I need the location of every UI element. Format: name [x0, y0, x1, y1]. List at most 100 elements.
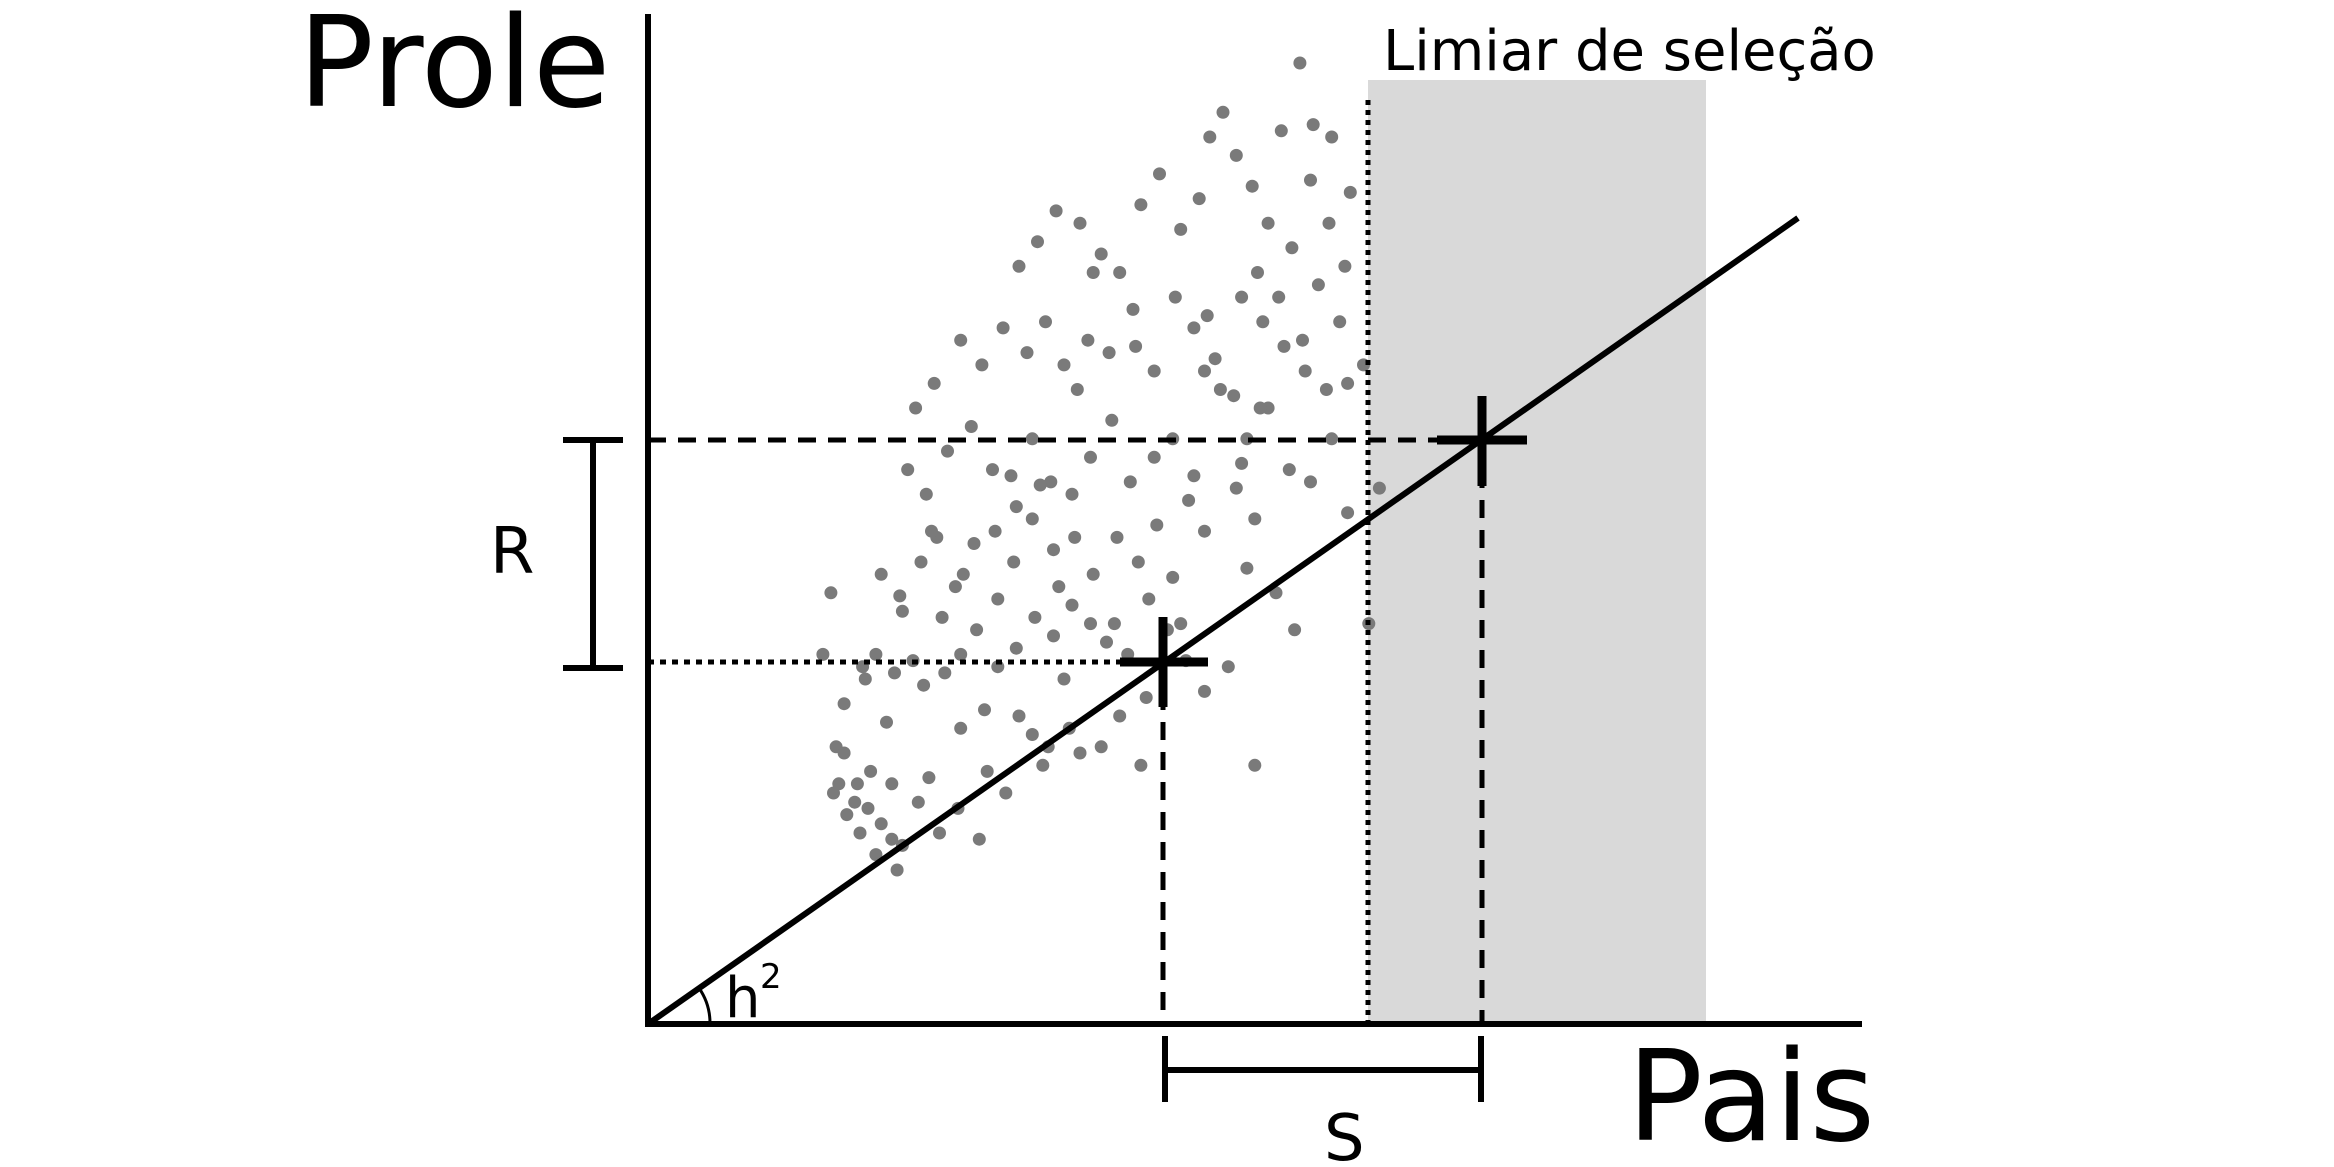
- scatter-point: [1036, 758, 1050, 772]
- scatter-point: [1198, 524, 1211, 538]
- scatter-point: [954, 721, 968, 735]
- scatter-point: [1168, 290, 1182, 304]
- scatter-point: [954, 647, 968, 661]
- scatter-point: [1198, 364, 1211, 378]
- scatter-point: [1084, 450, 1097, 464]
- scatter-point: [1245, 179, 1259, 193]
- scatter-point: [1147, 364, 1161, 378]
- scatter-point: [925, 524, 938, 538]
- scatter-point: [837, 746, 851, 760]
- scatter-point: [991, 592, 1005, 606]
- scatter-point: [1131, 555, 1145, 569]
- scatter-point: [1274, 124, 1288, 138]
- scatter-point: [1065, 598, 1079, 612]
- scatter-point: [1028, 610, 1042, 624]
- scatter-point: [1192, 192, 1206, 206]
- scatter-point: [948, 580, 962, 594]
- scatter-point: [1057, 358, 1071, 372]
- scatter-point: [1025, 512, 1039, 526]
- scatter-point: [1009, 500, 1023, 514]
- scatter-point: [1333, 315, 1347, 329]
- scatter-point: [1213, 383, 1227, 396]
- scatter-point: [1139, 691, 1153, 704]
- scatter-point: [864, 764, 878, 778]
- scatter-point: [922, 771, 936, 785]
- scatter-point: [1147, 450, 1161, 464]
- scatter-point: [1174, 617, 1188, 631]
- scatter-point: [927, 376, 941, 390]
- scatter-point: [816, 647, 830, 661]
- scatter-point: [1052, 580, 1066, 594]
- scatter-point: [972, 832, 986, 846]
- scatter-point: [935, 610, 949, 624]
- scatter-point: [941, 444, 954, 458]
- scatter-point: [956, 567, 970, 581]
- scatter-point: [1094, 247, 1108, 261]
- scatter-point: [1306, 118, 1320, 132]
- scatter-point: [1073, 746, 1087, 760]
- scatter-point: [1105, 413, 1119, 427]
- scatter-point: [1200, 309, 1214, 323]
- selection-differential-bracket: [1162, 1036, 1484, 1102]
- scatter-point: [909, 401, 923, 415]
- scatter-point: [824, 586, 838, 600]
- scatter-point: [1198, 684, 1211, 698]
- scatter-point: [1208, 352, 1222, 366]
- scatter-point: [885, 832, 899, 846]
- regression-line: [646, 215, 1800, 1027]
- scatter-point: [874, 567, 888, 581]
- scatter-point: [1182, 493, 1196, 507]
- scatter-point: [837, 697, 851, 711]
- threshold-label: Limiar de seleção: [1383, 19, 1876, 84]
- scatter-point: [1296, 333, 1309, 347]
- scatter-point: [1009, 641, 1023, 655]
- scatter-point: [1134, 198, 1148, 212]
- scatter-point: [1304, 475, 1317, 489]
- scatter-point: [1047, 629, 1060, 643]
- scatter-point: [1372, 481, 1386, 495]
- scatter-point: [1341, 506, 1355, 520]
- selection-differential-label: S: [1324, 1102, 1365, 1167]
- scatter-point: [893, 589, 907, 603]
- scatter-point: [1325, 130, 1339, 144]
- scatter-point: [1229, 148, 1243, 162]
- scatter-point: [1261, 216, 1275, 230]
- scatter-point: [1229, 481, 1243, 495]
- scatter-point: [1031, 235, 1044, 249]
- scatter-point: [1129, 339, 1143, 353]
- scatter-point: [1343, 185, 1357, 199]
- scatter-point: [967, 537, 981, 550]
- scatter-point: [1325, 432, 1339, 446]
- scatter-point: [1248, 512, 1262, 526]
- scatter-point: [1065, 487, 1079, 501]
- scatter-point: [1322, 216, 1336, 230]
- scatter-point: [1057, 672, 1071, 686]
- scatter-point: [1187, 469, 1201, 483]
- scatter-point: [1068, 530, 1082, 544]
- scatter-point: [986, 463, 999, 477]
- scatter-point: [1113, 266, 1127, 279]
- scatter-point: [988, 524, 1002, 538]
- response-bracket: [563, 437, 623, 671]
- scatter-point: [1084, 617, 1097, 631]
- scatter-point: [1298, 364, 1312, 378]
- scatter-point: [858, 672, 872, 686]
- scatter-point: [1107, 617, 1121, 631]
- scatter-point: [1044, 475, 1058, 489]
- scatter-point: [869, 848, 883, 862]
- scatter-point: [885, 777, 899, 791]
- scatter-point: [848, 795, 862, 809]
- heritability-exponent: 2: [760, 957, 782, 997]
- scatter-point: [1285, 241, 1299, 255]
- y-axis-label: Prole: [298, 0, 610, 136]
- scatter-point: [1256, 315, 1270, 329]
- scatter-point: [1187, 321, 1201, 335]
- scatter-point: [1086, 266, 1100, 279]
- response-label: R: [490, 515, 534, 589]
- scatter-point: [996, 321, 1010, 335]
- scatter-point: [1235, 290, 1249, 304]
- scatter-point: [1142, 592, 1156, 606]
- scatter-point: [1081, 333, 1095, 347]
- scatter-point: [1007, 555, 1021, 569]
- scatter-point: [1319, 383, 1333, 396]
